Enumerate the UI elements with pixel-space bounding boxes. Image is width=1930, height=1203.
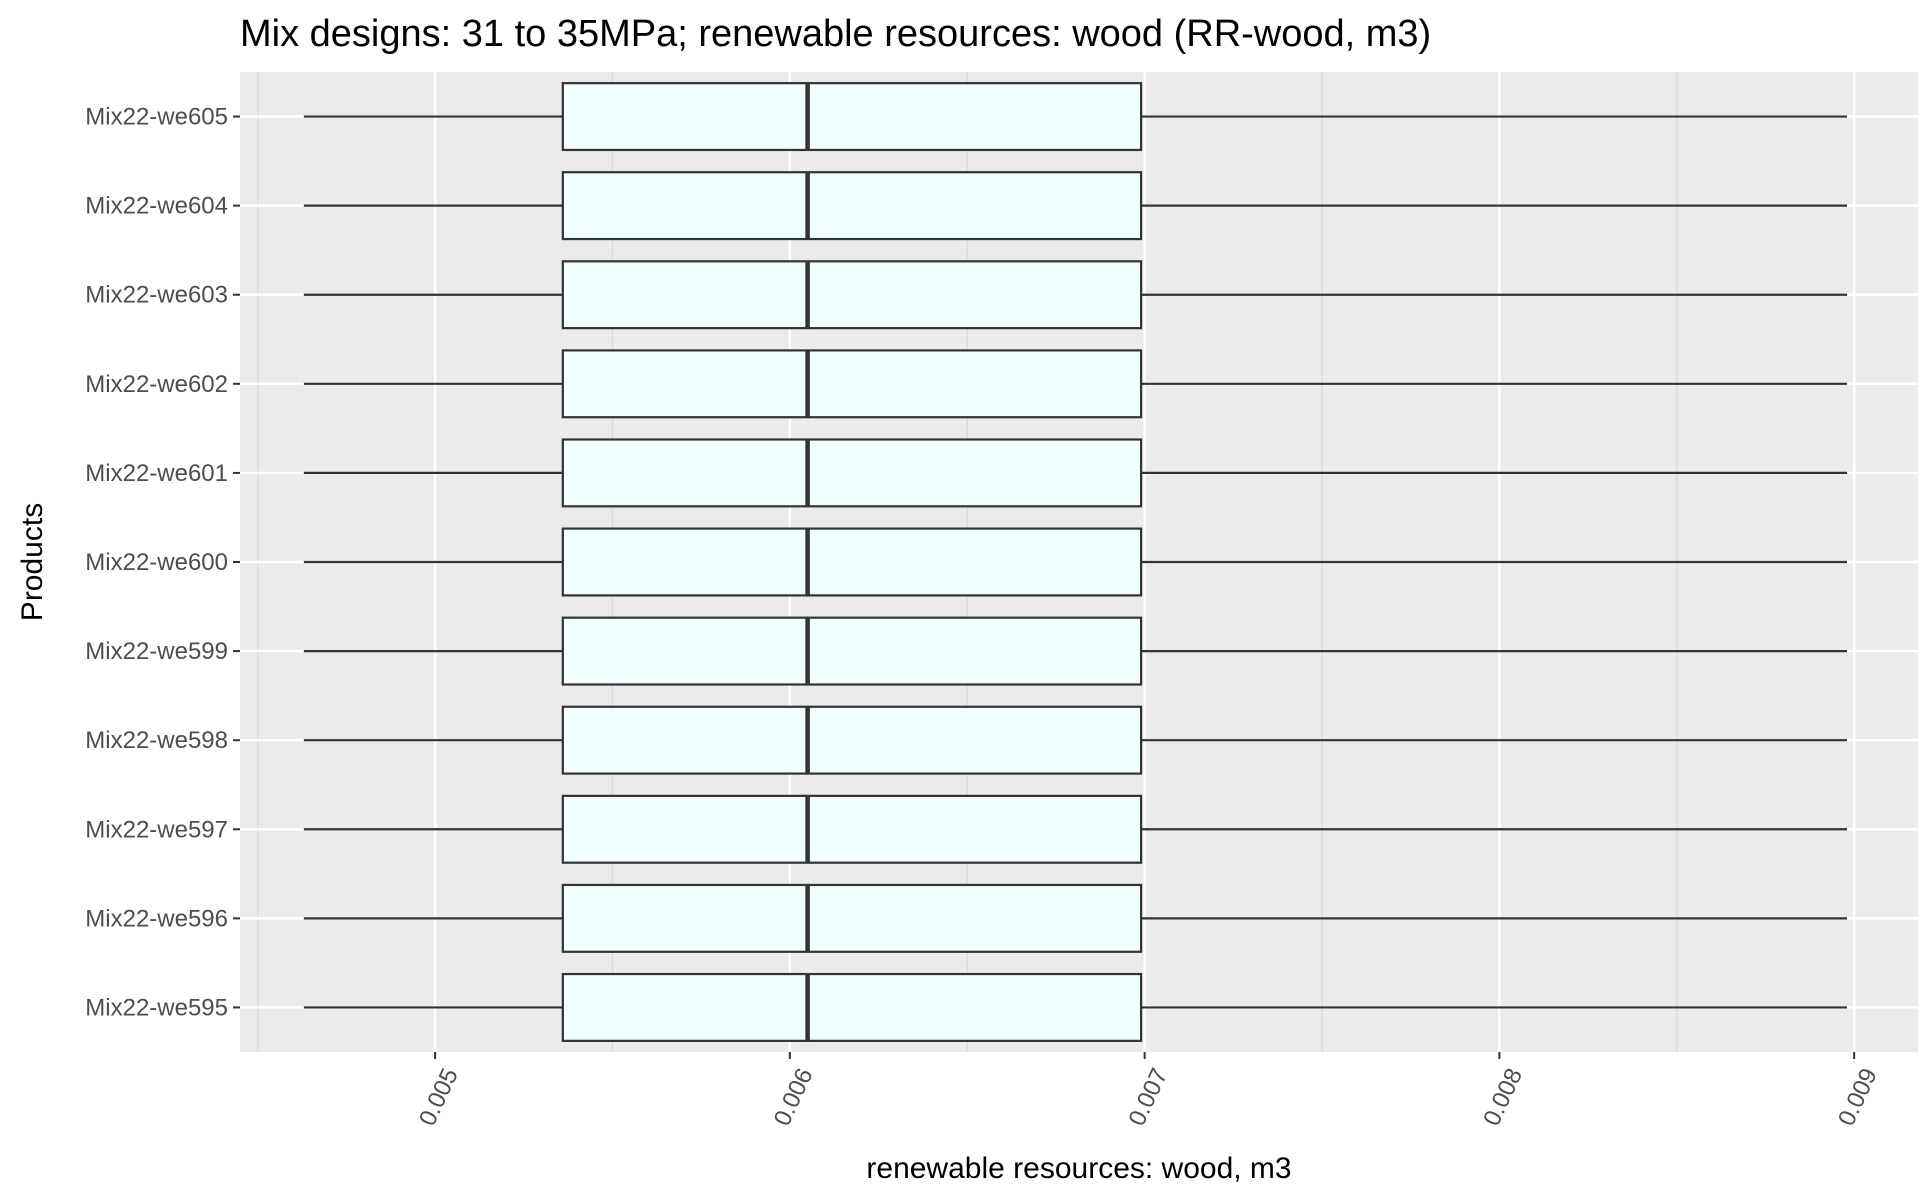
boxplot-Mix22-we595 <box>303 972 1848 1042</box>
y-tick-label: Mix22-we605 <box>85 104 228 131</box>
boxplot-Mix22-we600 <box>303 527 1848 597</box>
x-axis: 0.005 0.006 0.007 0.008 0.009 <box>414 1052 1883 1130</box>
y-tick-label: Mix22-we595 <box>85 994 228 1021</box>
y-axis: Mix22-we595 Mix22-we596 Mix22-we597 Mix22-w… <box>85 104 240 1021</box>
y-tick-label: Mix22-we597 <box>85 816 228 843</box>
chart-title: Mix designs: 31 to 35MPa; renewable reso… <box>240 13 1431 55</box>
box-iqr <box>561 349 1143 419</box>
boxplot-Mix22-we602 <box>303 349 1848 419</box>
y-tick-label: Mix22-we603 <box>85 282 228 309</box>
boxplots <box>303 82 1848 1042</box>
x-tick-label: 0.007 <box>1123 1064 1173 1130</box>
y-tick-label: Mix22-we601 <box>85 460 228 487</box>
boxplot-Mix22-we599 <box>303 616 1848 686</box>
boxplot-Mix22-we598 <box>303 705 1848 775</box>
y-tick-label: Mix22-we604 <box>85 193 228 220</box>
box-iqr <box>561 438 1143 508</box>
y-tick-label: Mix22-we599 <box>85 638 228 665</box>
boxplot-Mix22-we603 <box>303 260 1848 330</box>
x-axis-title: renewable resources: wood, m3 <box>866 1152 1291 1185</box>
x-tick-label: 0.005 <box>414 1064 464 1130</box>
y-tick-label: Mix22-we596 <box>85 905 228 932</box>
box-iqr <box>561 794 1143 864</box>
box-iqr <box>561 883 1143 953</box>
box-iqr <box>561 616 1143 686</box>
box-iqr <box>561 171 1143 241</box>
x-tick-label: 0.009 <box>1833 1064 1883 1130</box>
boxplot-Mix22-we605 <box>303 82 1848 152</box>
x-tick-label: 0.006 <box>769 1064 819 1130</box>
x-tick-label: 0.008 <box>1478 1064 1528 1130</box>
box-iqr <box>561 705 1143 775</box>
y-tick-label: Mix22-we598 <box>85 727 228 754</box>
y-axis-title: Products <box>16 503 49 621</box>
y-tick-label: Mix22-we600 <box>85 549 228 576</box>
box-iqr <box>561 82 1143 152</box>
y-tick-label: Mix22-we602 <box>85 371 228 398</box>
boxplot-Mix22-we601 <box>303 438 1848 508</box>
boxplot-Mix22-we604 <box>303 171 1848 241</box>
box-iqr <box>561 260 1143 330</box>
boxplot-Mix22-we596 <box>303 883 1848 953</box>
boxplot-Mix22-we597 <box>303 794 1848 864</box>
box-iqr <box>561 527 1143 597</box>
box-iqr <box>561 972 1143 1042</box>
